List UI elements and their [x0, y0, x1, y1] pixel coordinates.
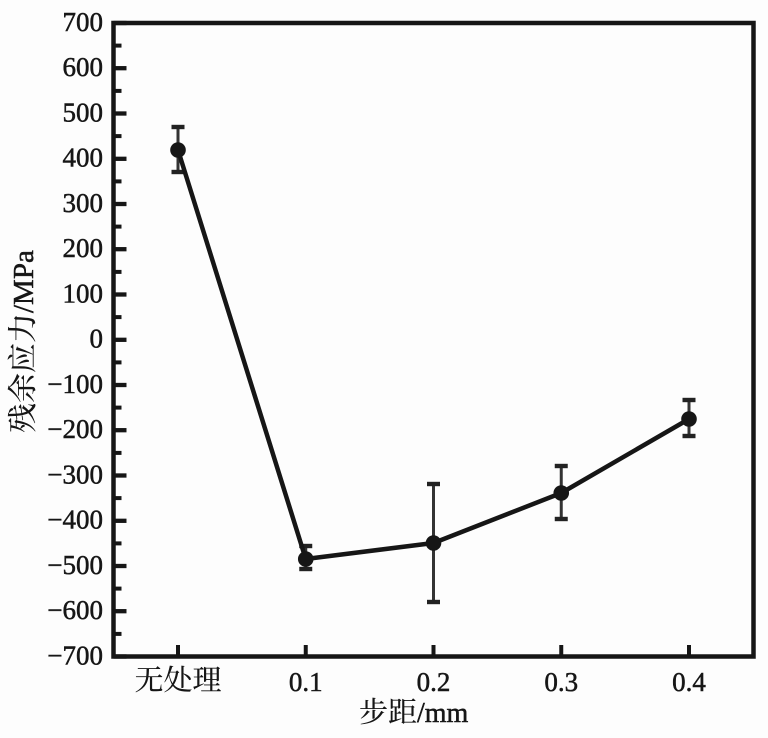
- svg-text:−300: −300: [47, 459, 103, 489]
- svg-text:/mm: /mm: [417, 698, 469, 729]
- svg-text:−600: −600: [47, 595, 103, 625]
- svg-text:700: 700: [63, 7, 104, 37]
- svg-text:200: 200: [63, 233, 104, 263]
- svg-text:500: 500: [63, 97, 104, 127]
- svg-text:0.3: 0.3: [544, 667, 578, 697]
- svg-text:0.1: 0.1: [289, 667, 323, 697]
- svg-text:300: 300: [63, 188, 104, 218]
- svg-text:0.4: 0.4: [672, 667, 706, 697]
- svg-text:−500: −500: [47, 550, 103, 580]
- svg-text:0: 0: [90, 324, 104, 354]
- svg-text:400: 400: [63, 143, 104, 173]
- svg-text:/MPa: /MPa: [8, 250, 40, 313]
- svg-text:−400: −400: [47, 505, 103, 535]
- svg-text:100: 100: [63, 278, 104, 308]
- svg-text:−200: −200: [47, 414, 103, 444]
- svg-text:−700: −700: [47, 640, 103, 670]
- svg-text:600: 600: [63, 52, 104, 82]
- svg-text:0.2: 0.2: [417, 667, 451, 697]
- svg-text:−100: −100: [47, 369, 103, 399]
